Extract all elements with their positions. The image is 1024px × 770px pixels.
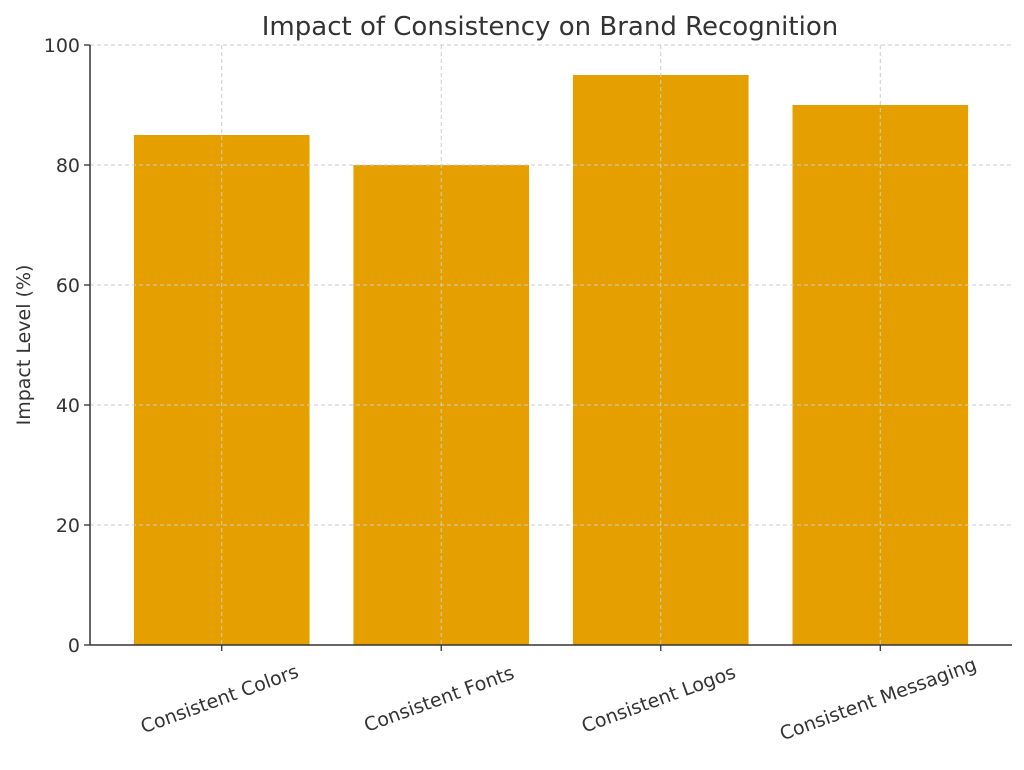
y-tick-label: 80 xyxy=(56,155,80,177)
x-tick-label: Consistent Fonts xyxy=(361,662,517,737)
x-tick-label: Consistent Messaging xyxy=(777,654,980,746)
x-tick-label: Consistent Colors xyxy=(138,661,302,739)
y-tick-label: 100 xyxy=(44,35,80,57)
y-tick-label: 20 xyxy=(56,515,80,537)
x-tick-label: Consistent Logos xyxy=(579,661,739,737)
y-axis-label: Impact Level (%) xyxy=(13,265,35,426)
y-tick-label: 40 xyxy=(56,395,80,417)
grid xyxy=(90,44,1012,646)
y-tick-label: 60 xyxy=(56,275,80,297)
chart-title: Impact of Consistency on Brand Recogniti… xyxy=(262,12,838,42)
y-tick-label: 0 xyxy=(68,635,80,657)
bars xyxy=(133,75,969,645)
